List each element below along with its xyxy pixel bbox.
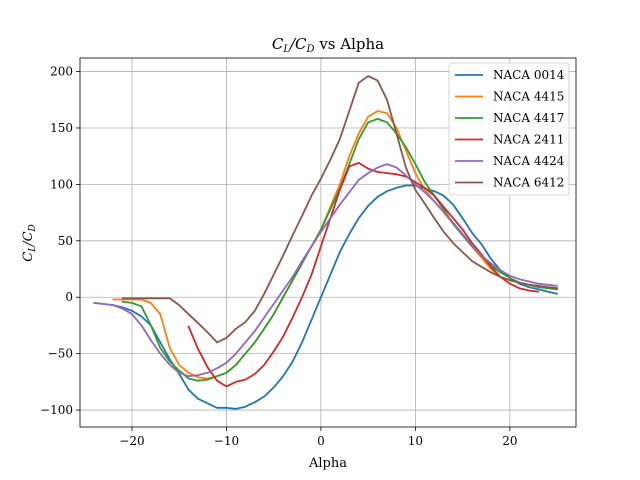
series-line-naca-0014 bbox=[93, 184, 558, 410]
y-tick-label: 100 bbox=[50, 177, 73, 191]
series-line-naca-4415 bbox=[112, 110, 558, 380]
x-tick-label: 10 bbox=[408, 434, 423, 448]
y-tick-label: 0 bbox=[65, 290, 73, 304]
y-tick-label: 200 bbox=[50, 65, 73, 79]
x-tick-label: −10 bbox=[214, 434, 239, 448]
legend: NACA 0014 NACA 4415 NACA 4417 NACA 2411 NACA… bbox=[448, 62, 570, 196]
legend-label-naca-4424: NACA 4424 bbox=[493, 154, 565, 168]
series-line-naca-6412 bbox=[121, 75, 558, 344]
y-tick-label: −50 bbox=[48, 347, 73, 361]
x-tick-label: 20 bbox=[502, 434, 517, 448]
legend-label-naca-4415: NACA 4415 bbox=[493, 90, 564, 104]
plot-frame bbox=[79, 57, 577, 428]
x-axis-label: Alpha bbox=[308, 456, 347, 471]
series-lines bbox=[93, 75, 558, 410]
chart-title: CL/CD vs Alpha bbox=[272, 35, 384, 55]
y-tick-label: −100 bbox=[40, 403, 73, 417]
legend-label-naca-4417: NACA 4417 bbox=[493, 111, 564, 125]
legend-label-naca-6412: NACA 6412 bbox=[493, 176, 564, 190]
x-tick-label: −20 bbox=[119, 434, 144, 448]
y-axis-label: CL/CD bbox=[21, 224, 38, 261]
series-line-naca-2411 bbox=[187, 161, 540, 388]
legend-label-naca-0014: NACA 0014 bbox=[493, 68, 565, 82]
y-tick-label: 150 bbox=[50, 121, 73, 135]
y-tick-label: 50 bbox=[58, 234, 73, 248]
x-tick-label: 0 bbox=[317, 434, 325, 448]
series-line-naca-4424 bbox=[93, 163, 558, 378]
legend-label-naca-2411: NACA 2411 bbox=[493, 133, 564, 147]
